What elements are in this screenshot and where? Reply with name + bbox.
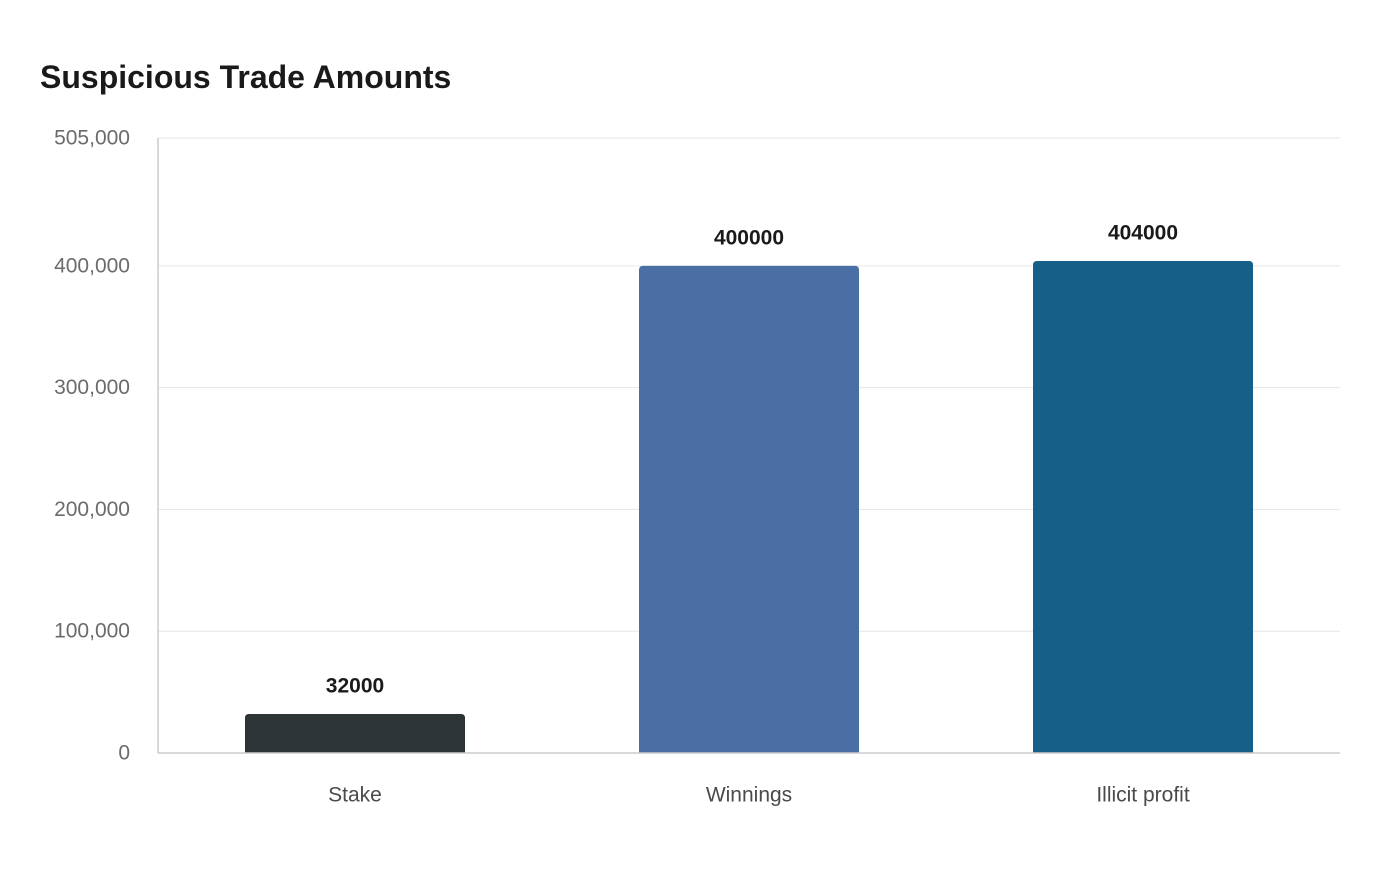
y-tick-label: 300,000 [54, 376, 130, 399]
x-axis: Stake Winnings Illicit profit [158, 752, 1340, 807]
bar-stake [245, 714, 465, 753]
y-tick-label: 0 [118, 742, 130, 765]
data-labels: 32000 400000 404000 [326, 222, 1178, 698]
chart-title: Suspicious Trade Amounts [40, 59, 452, 95]
bar-winnings [639, 265, 859, 753]
y-axis: 0 100,000 200,000 300,000 400,000 505,000 [54, 127, 159, 765]
y-tick-label: 100,000 [54, 620, 130, 643]
y-tick-label: 200,000 [54, 498, 130, 521]
data-label: 32000 [326, 675, 384, 698]
x-tick-label: Illicit profit [1096, 784, 1190, 807]
x-tick-label: Stake [328, 784, 382, 807]
x-tick-label: Winnings [706, 784, 792, 807]
data-label: 404000 [1108, 222, 1178, 245]
bars [245, 261, 1253, 753]
y-tick-label: 400,000 [54, 254, 130, 277]
bar-illicit-profit [1033, 261, 1253, 753]
y-tick-label: 505,000 [54, 127, 130, 150]
data-label: 400000 [714, 226, 784, 249]
